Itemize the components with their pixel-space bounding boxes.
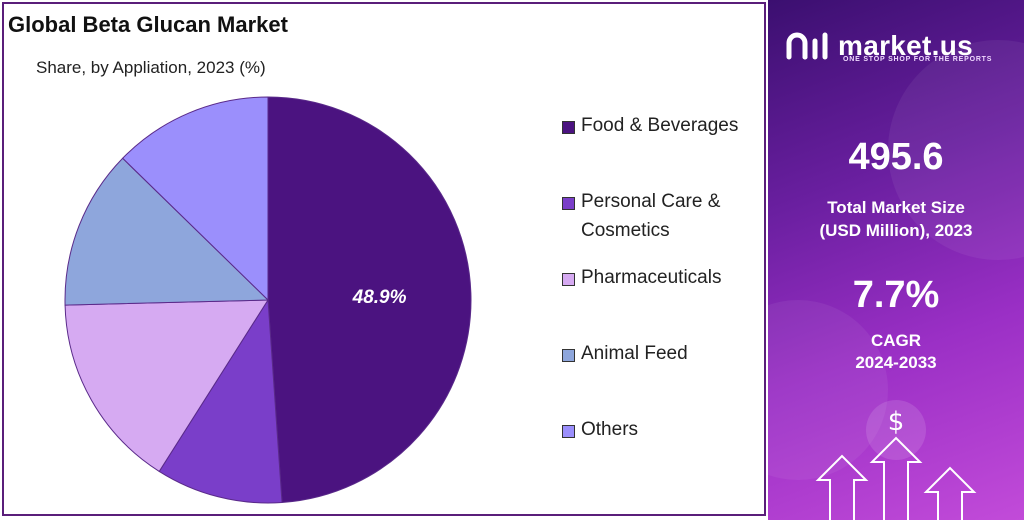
legend-swatch — [562, 121, 575, 134]
cagr-label: CAGR — [870, 331, 922, 350]
market-size-label-line2: (USD Million), 2023 — [819, 221, 973, 240]
cagr-period: 2024-2033 — [855, 353, 937, 372]
legend-item-food-beverages: Food & Beverages — [562, 115, 738, 140]
legend-swatch — [562, 425, 575, 438]
legend-label: Personal Care & Cosmetics — [581, 191, 721, 241]
pie-slice-personal-care-cosmetics — [158, 298, 283, 504]
legend-label: Animal Feed — [581, 343, 688, 364]
legend-label: Pharmaceuticals — [581, 267, 722, 288]
legend-item-pharmaceuticals: Pharmaceuticals — [562, 267, 721, 292]
legend-swatch — [562, 273, 575, 286]
chart-title: Global Beta Glucan Market — [8, 12, 288, 37]
brand-logo: market.us — [786, 30, 973, 62]
legend-label: Others — [581, 419, 639, 440]
data-label: 48.9% — [352, 287, 407, 308]
pie-slice-animal-feed — [64, 157, 270, 306]
legend-item-animal-feed: Animal Feed — [562, 343, 688, 368]
pie-chart: 48.9% — [64, 96, 472, 504]
dollar-sign-icon: $ — [888, 407, 905, 437]
market-size-value: 495.6 — [848, 136, 944, 178]
brand-name: market.us — [838, 30, 973, 61]
market-us-logo-icon — [786, 32, 828, 60]
legend-item-others: Others — [562, 419, 638, 444]
legend-swatch — [562, 349, 575, 362]
pie-slice-food-beverages — [267, 96, 472, 504]
chart-subtitle: Share, by Appliation, 2023 (%) — [36, 58, 266, 77]
legend-swatch — [562, 197, 575, 210]
cagr-value: 7.7% — [852, 274, 940, 316]
pie-slice-pharmaceuticals — [64, 299, 269, 473]
legend-label: Food & Beverages — [581, 115, 739, 136]
market-size-label-line1: Total Market Size — [827, 198, 965, 217]
stats-sidebar: market.us ONE STOP SHOP FOR THE REPORTS … — [768, 0, 1024, 520]
pie-slice-others — [121, 96, 269, 302]
legend-item-personal-care-cosmetics: Personal Care & Cosmetics — [562, 191, 766, 245]
growth-arrows-icon: $ — [815, 400, 977, 520]
brand-tagline: ONE STOP SHOP FOR THE REPORTS — [843, 56, 993, 63]
